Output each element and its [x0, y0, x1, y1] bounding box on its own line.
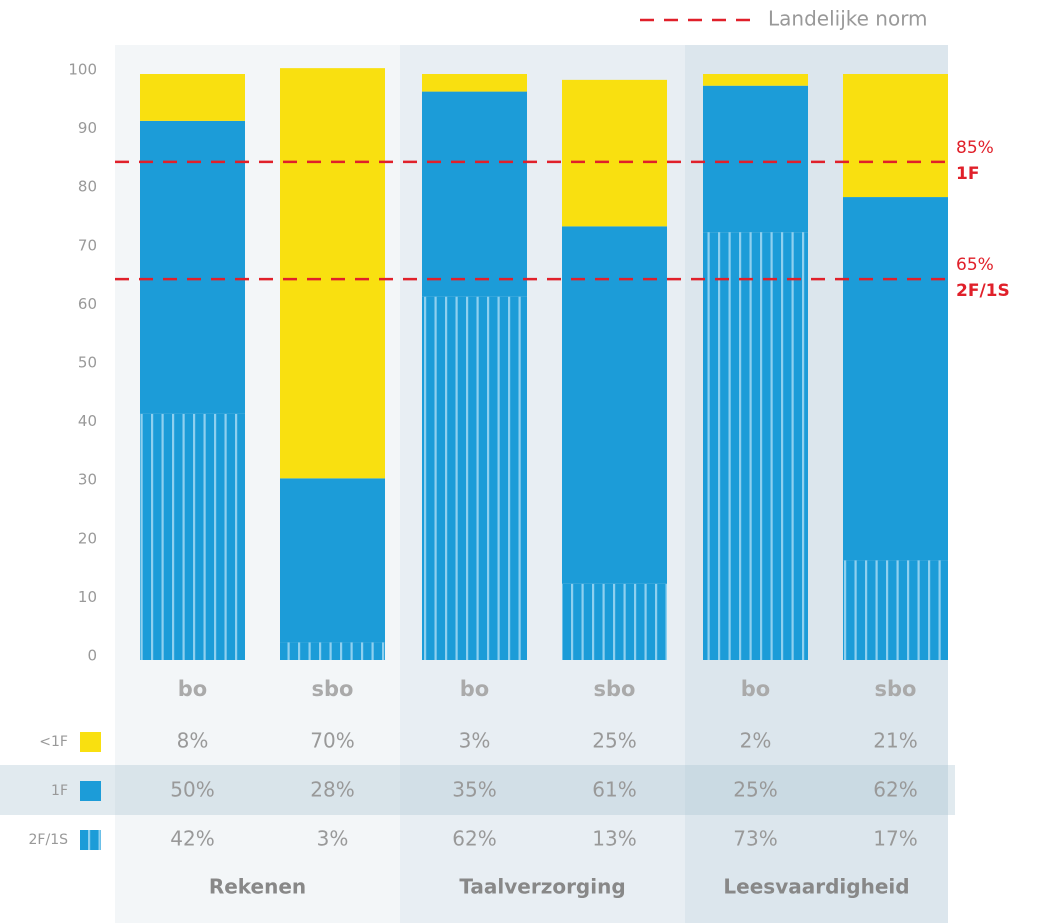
value-label: 25%	[733, 778, 777, 802]
value-label: 25%	[592, 729, 636, 753]
series-swatch	[80, 830, 101, 850]
bar-segment	[140, 74, 245, 121]
value-label: 61%	[592, 778, 636, 802]
value-label: 70%	[310, 729, 354, 753]
category-label: sbo	[312, 677, 354, 701]
bar-segment	[562, 583, 667, 660]
y-tick-label: 40	[78, 412, 97, 430]
reference-label: 85%	[956, 138, 994, 158]
bar-segment	[843, 74, 948, 198]
value-label: 42%	[170, 827, 214, 851]
y-tick-label: 80	[78, 178, 97, 196]
value-label: 62%	[873, 778, 917, 802]
reference-level: 1F	[956, 164, 979, 184]
value-label: 13%	[592, 827, 636, 851]
reference-label: 65%	[956, 255, 994, 275]
bar-segment	[280, 68, 385, 479]
group-label: Rekenen	[209, 875, 306, 899]
row-band	[0, 765, 955, 815]
value-label: 3%	[317, 827, 349, 851]
value-label: 35%	[452, 778, 496, 802]
y-tick-label: 0	[87, 647, 97, 665]
bar-segment	[422, 296, 527, 660]
value-label: 28%	[310, 778, 354, 802]
series-swatch	[80, 732, 101, 752]
y-tick-label: 30	[78, 471, 97, 489]
bar-segment	[562, 226, 667, 584]
bar-segment	[140, 120, 245, 414]
series-label: 2F/1S	[29, 832, 69, 848]
value-label: 2%	[740, 729, 772, 753]
value-label: 50%	[170, 778, 214, 802]
bar-segment	[422, 74, 527, 92]
category-label: bo	[741, 677, 770, 701]
series-swatch	[80, 781, 101, 801]
series-label: 1F	[51, 783, 68, 799]
category-label: bo	[178, 677, 207, 701]
y-tick-label: 100	[68, 61, 97, 79]
value-label: 3%	[459, 729, 491, 753]
category-label: sbo	[875, 677, 917, 701]
series-label: <1F	[39, 734, 68, 750]
category-label: bo	[460, 677, 489, 701]
category-label: sbo	[594, 677, 636, 701]
y-tick-label: 10	[78, 588, 97, 606]
value-label: 17%	[873, 827, 917, 851]
reference-level: 2F/1S	[956, 281, 1010, 301]
value-label: 21%	[873, 729, 917, 753]
value-label: 62%	[452, 827, 496, 851]
legend-label: Landelijke norm	[768, 7, 928, 31]
bar-segment	[843, 197, 948, 561]
value-label: 8%	[177, 729, 209, 753]
bar-segment	[280, 478, 385, 643]
group-label: Taalverzorging	[459, 875, 625, 899]
y-tick-label: 20	[78, 529, 97, 547]
bar-segment	[703, 74, 808, 86]
y-tick-label: 70	[78, 236, 97, 254]
bar-segment	[703, 232, 808, 660]
group-label: Leesvaardigheid	[723, 875, 909, 899]
bar-segment	[562, 79, 667, 227]
y-tick-label: 50	[78, 354, 97, 372]
y-tick-label: 60	[78, 295, 97, 313]
y-tick-label: 90	[78, 119, 97, 137]
value-label: 73%	[733, 827, 777, 851]
bar-segment	[422, 91, 527, 297]
bar-segment	[703, 85, 808, 233]
bar-segment	[280, 642, 385, 660]
bar-segment	[140, 413, 245, 660]
bar-segment	[843, 560, 948, 660]
